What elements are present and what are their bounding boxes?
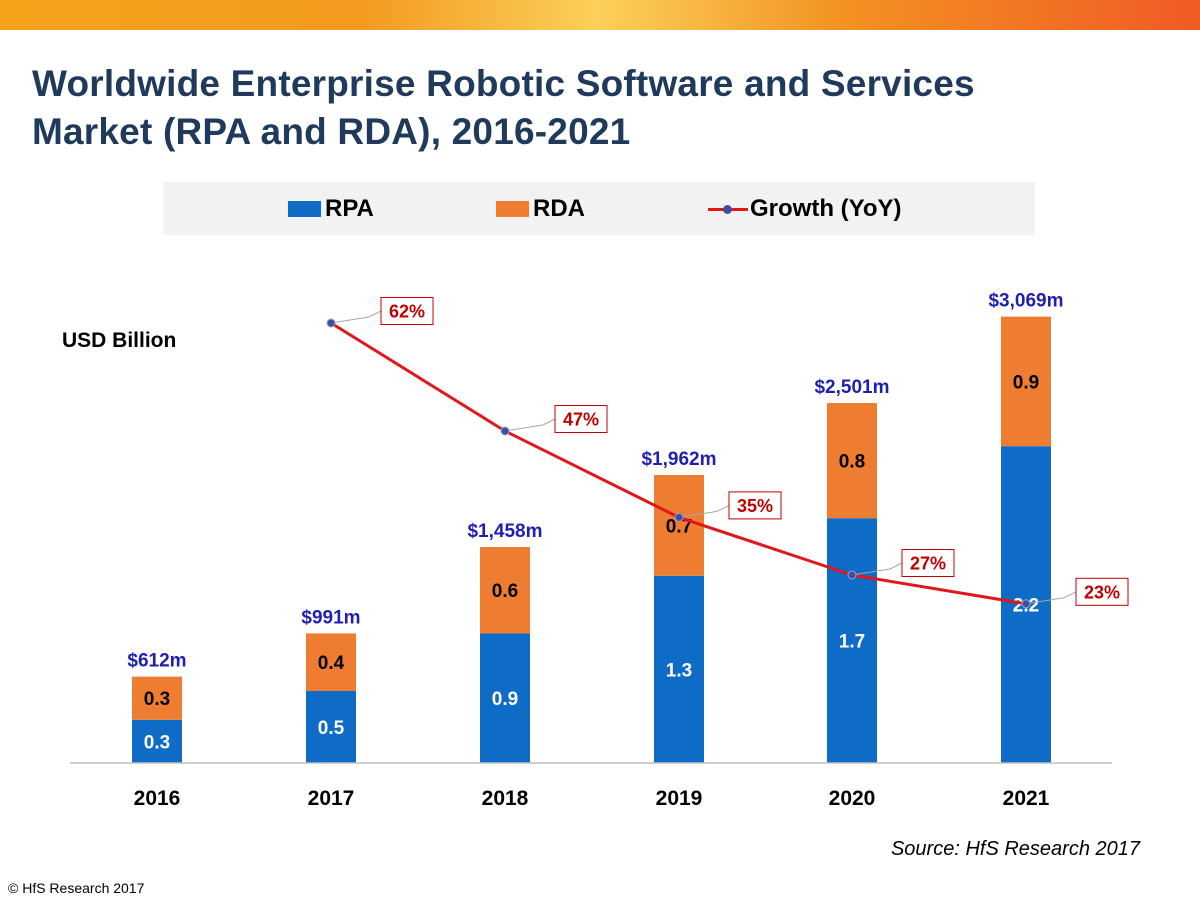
data-label-rpa-2019: 1.3 (666, 660, 692, 681)
growth-callout-box-2020 (901, 549, 955, 577)
legend-swatch-rda (496, 200, 529, 217)
data-label-rpa-2017: 0.5 (318, 718, 345, 739)
data-label-rda-2016: 0.3 (144, 689, 170, 710)
bar-rpa-2020 (827, 518, 877, 763)
legend-item-growth: Growth (YoY) (708, 182, 902, 235)
bar-rpa-2018 (480, 633, 530, 763)
growth-callout-box-2019 (728, 491, 782, 520)
growth-leader-2020 (851, 562, 903, 576)
total-label-2016: $612m (127, 651, 186, 672)
growth-point-2020 (847, 570, 857, 580)
bar-rda-2021 (1001, 316, 1051, 447)
source-note: Source: HfS Research 2017 (890, 838, 1140, 860)
bar-rpa-2017 (306, 691, 356, 763)
growth-label-2019: 35% (737, 496, 773, 516)
x-tick-label-2019: 2019 (656, 787, 703, 810)
bar-rda-2018 (480, 547, 530, 634)
legend-item-rda: RDA (496, 182, 585, 235)
growth-label-2021: 23% (1084, 582, 1120, 602)
data-label-rda-2017: 0.4 (318, 653, 345, 674)
copyright-note: © HfS Research 2017 (8, 880, 145, 896)
legend-swatch-rpa (288, 200, 321, 217)
data-label-rpa-2018: 0.9 (492, 689, 518, 710)
bar-rda-2020 (827, 403, 877, 519)
growth-point-2017 (326, 318, 336, 328)
total-label-2020: $2,501m (814, 377, 889, 398)
top-decorative-band (0, 0, 1200, 30)
legend-label-growth: Growth (YoY) (750, 194, 902, 222)
chart-legend: RPA RDA Growth (YoY) (163, 182, 1035, 235)
x-tick-label-2021: 2021 (1003, 787, 1050, 810)
legend-label-rpa: RPA (325, 194, 374, 222)
data-label-rpa-2020: 1.7 (839, 632, 865, 653)
legend-line-growth-icon (708, 201, 748, 217)
growth-label-2020: 27% (910, 554, 946, 574)
growth-label-2018: 47% (563, 410, 599, 430)
data-label-rda-2021: 0.9 (1013, 372, 1039, 393)
growth-label-2017: 62% (389, 302, 425, 322)
bar-rpa-2019 (654, 575, 704, 763)
x-tick-label-2018: 2018 (482, 787, 529, 810)
growth-leader-2019 (678, 504, 730, 518)
total-label-2017: $991m (301, 607, 360, 628)
total-label-2018: $1,458m (467, 521, 542, 542)
growth-callout-box-2017 (380, 297, 434, 325)
growth-leader-2017 (330, 310, 382, 324)
bar-rda-2019 (654, 475, 704, 576)
x-tick-label-2017: 2017 (308, 787, 355, 810)
title-line-2: Market (RPA and RDA), 2016-2021 (32, 111, 631, 152)
bar-rda-2017 (306, 633, 356, 691)
data-label-rpa-2016: 0.3 (144, 732, 170, 753)
total-label-2021: $3,069m (988, 291, 1063, 312)
growth-point-2021 (1021, 599, 1031, 609)
bar-rpa-2016 (132, 719, 182, 763)
growth-point-2019 (674, 512, 684, 522)
total-label-2019: $1,962m (641, 449, 716, 470)
bar-rda-2016 (132, 676, 182, 720)
y-axis-unit-label: USD Billion (62, 329, 177, 352)
legend-label-rda: RDA (533, 194, 585, 222)
data-label-rda-2020: 0.8 (839, 452, 865, 473)
x-tick-label-2016: 2016 (134, 787, 181, 810)
growth-point-2018 (500, 426, 510, 436)
data-label-rda-2019: 0.7 (666, 516, 692, 537)
growth-leader-2021 (1025, 591, 1077, 605)
page-title: Worldwide Enterprise Robotic Software an… (32, 60, 1152, 156)
growth-leader-2018 (504, 418, 556, 432)
data-label-rda-2018: 0.6 (492, 581, 518, 602)
x-tick-label-2020: 2020 (829, 787, 876, 810)
growth-callout-box-2021 (1075, 577, 1129, 606)
title-line-1: Worldwide Enterprise Robotic Software an… (32, 63, 975, 104)
legend-item-rpa: RPA (288, 182, 374, 235)
growth-callout-box-2018 (554, 405, 608, 433)
